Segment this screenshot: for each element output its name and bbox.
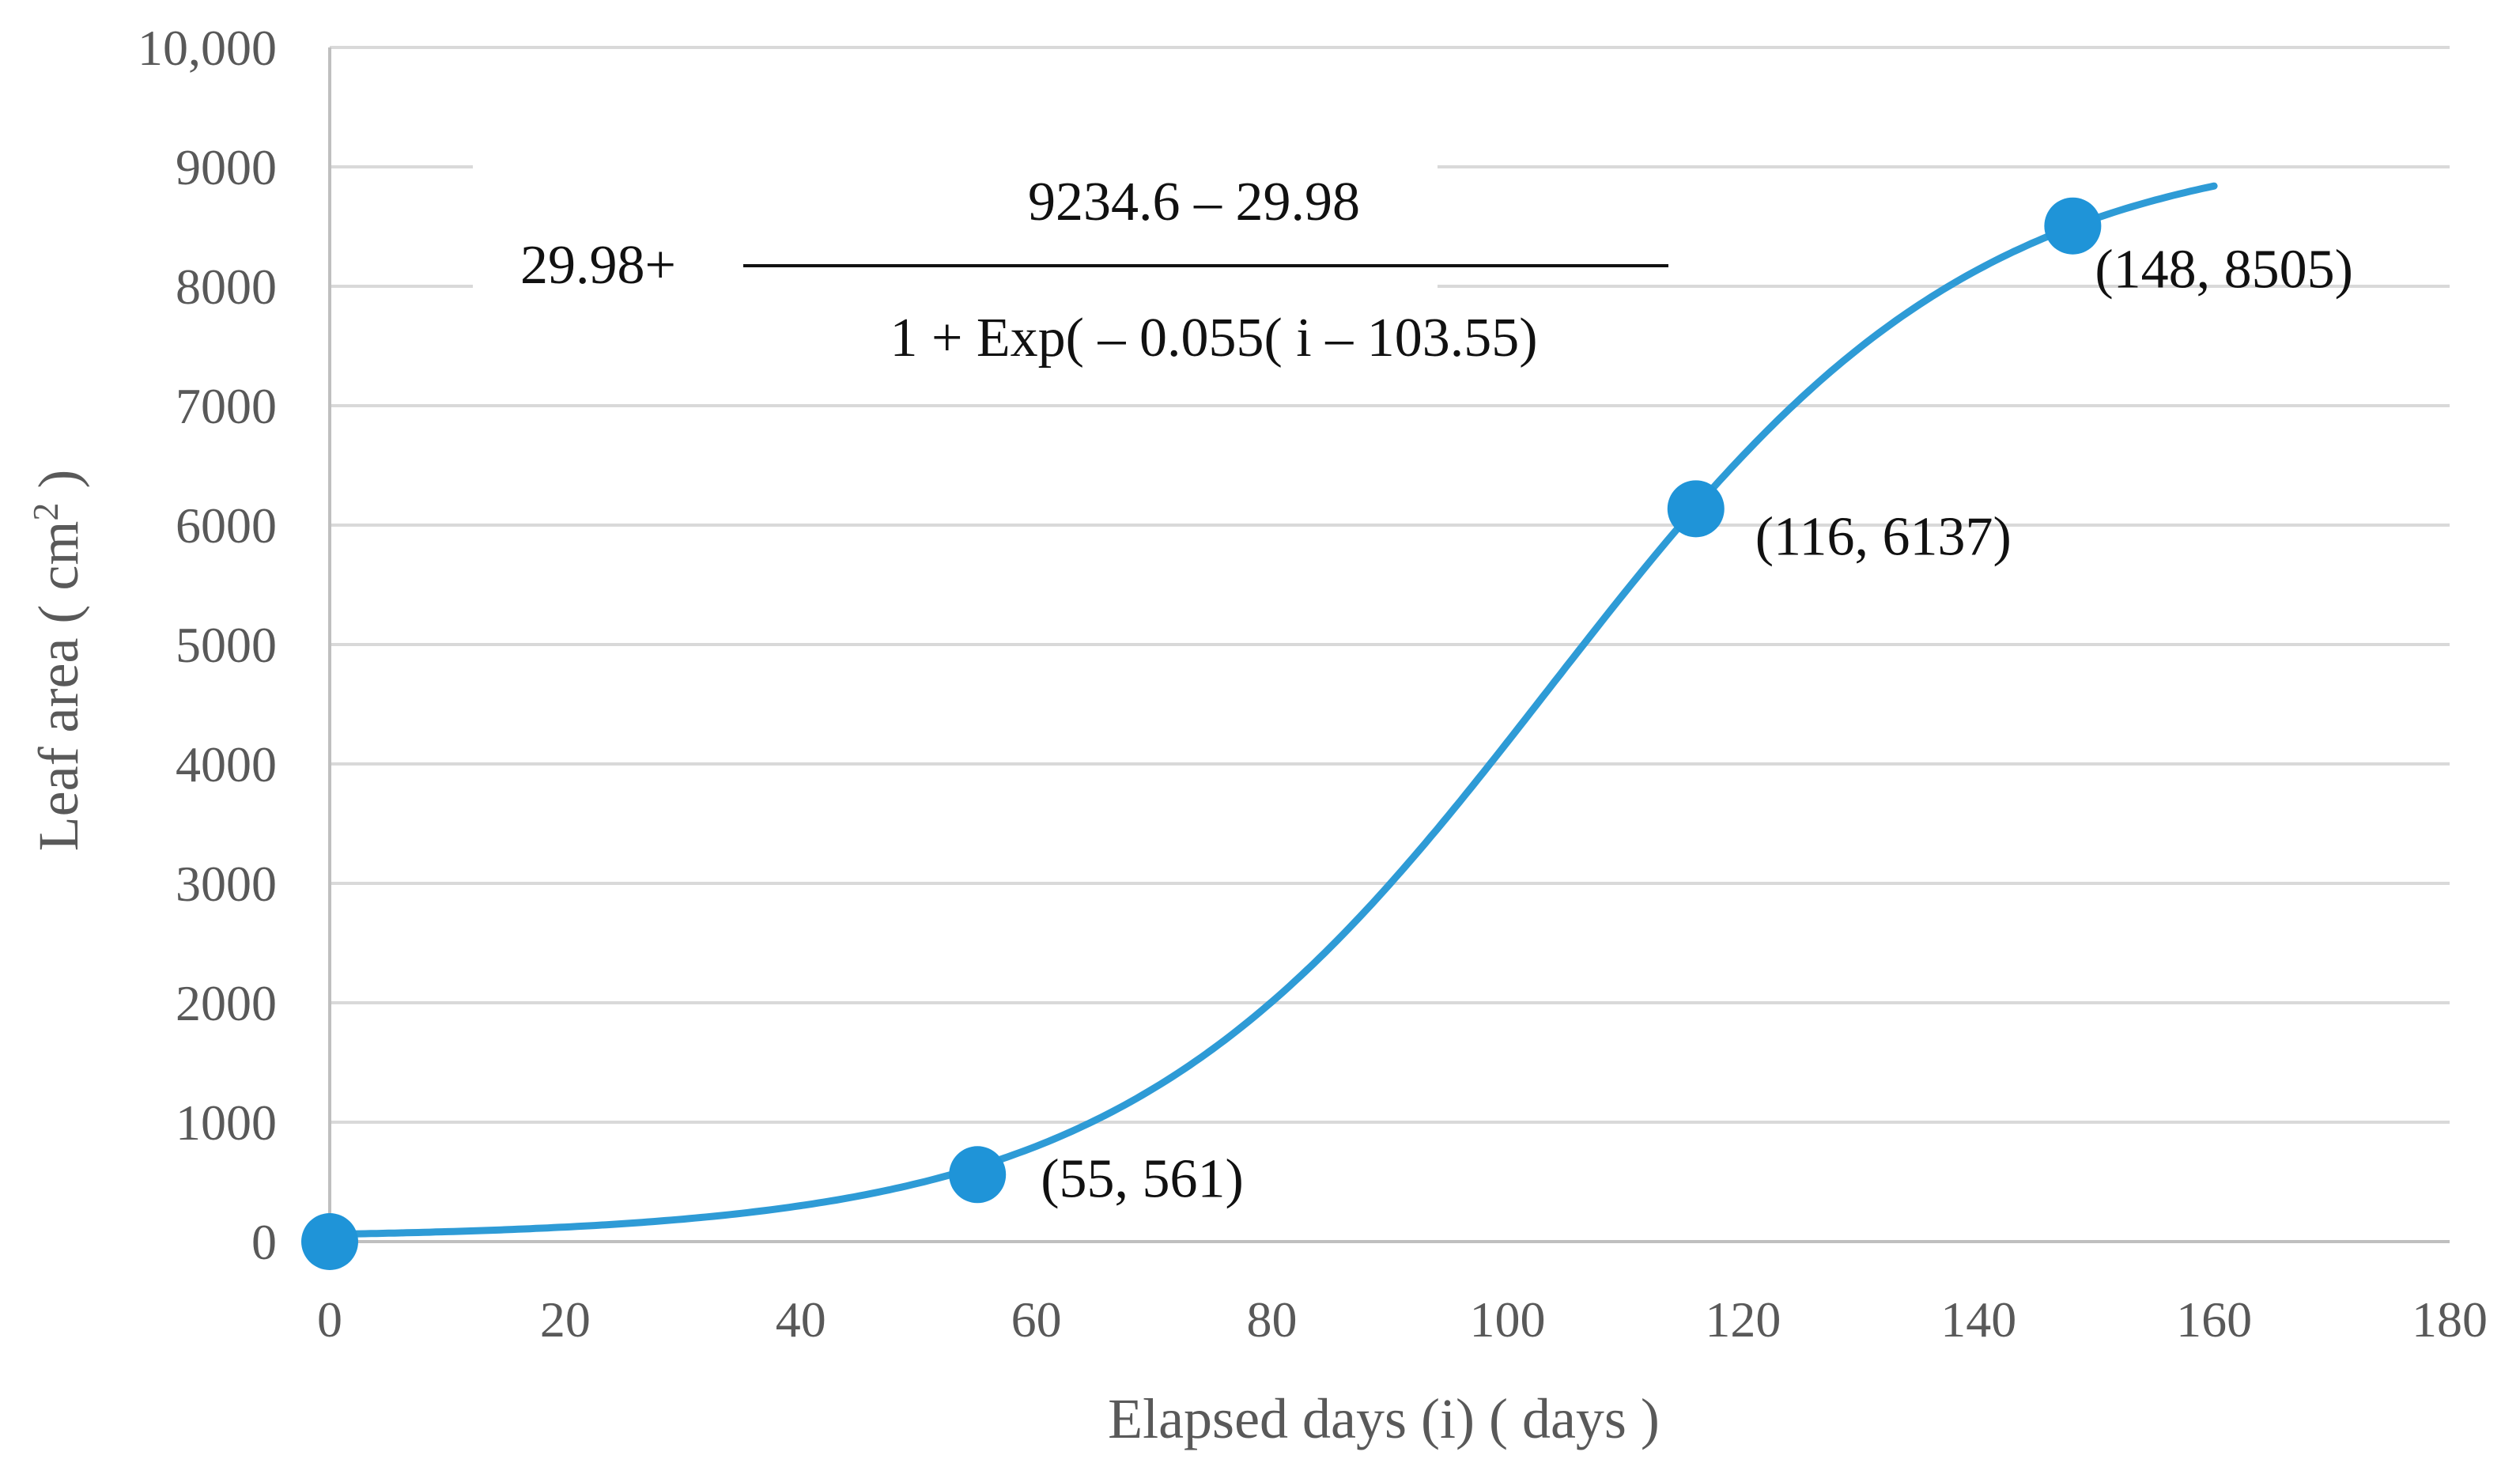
x-tick-label: 180 xyxy=(2412,1291,2488,1348)
y-tick-label: 4000 xyxy=(176,736,277,792)
point-label: (148, 8505) xyxy=(2095,240,2353,301)
data-point xyxy=(949,1146,1007,1204)
formula-numerator: 9234.6 – 29.98 xyxy=(1028,172,1360,233)
y-tick-label: 3000 xyxy=(176,856,277,912)
logistic-curve xyxy=(326,182,2218,1238)
formula-denominator: 1 + Exp( – 0.055( i – 103.55) xyxy=(890,308,1537,369)
x-tick-label: 160 xyxy=(2176,1291,2252,1348)
x-tick-label: 100 xyxy=(1469,1291,1545,1348)
x-tick-label: 80 xyxy=(1247,1291,1298,1348)
axes xyxy=(328,47,2450,1243)
point-label: (55, 561) xyxy=(1041,1148,1244,1209)
y-axis-title-close: ) xyxy=(27,470,90,503)
x-tick-labels: 0 20 40 60 80 100 120 140 160 180 xyxy=(317,1291,2488,1348)
y-tick-label: 7000 xyxy=(176,378,277,434)
x-tick-label: 60 xyxy=(1011,1291,1062,1348)
x-tick-label: 120 xyxy=(1705,1291,1781,1348)
y-tick-label: 5000 xyxy=(176,617,277,673)
y-tick-label: 9000 xyxy=(176,139,277,195)
y-tick-label: 2000 xyxy=(176,975,277,1031)
y-tick-label: 8000 xyxy=(176,259,277,315)
y-tick-label: 1000 xyxy=(176,1095,277,1151)
point-labels: (55, 561) (116, 6137) (148, 8505) xyxy=(1041,240,2353,1210)
y-axis-title-main: Leaf area ( cm xyxy=(27,521,90,852)
y-tick-labels: 0 1000 2000 3000 4000 5000 6000 7000 8000 9000 10,… xyxy=(138,20,277,1270)
y-axis-title: Leaf area ( cm2 ) xyxy=(25,470,91,852)
x-tick-label: 140 xyxy=(1940,1291,2016,1348)
y-tick-label: 10,000 xyxy=(138,20,277,76)
point-label: (116, 6137) xyxy=(1755,506,2012,567)
x-axis-title: Elapsed days (i) ( days ) xyxy=(1108,1387,1660,1450)
formula-background-left xyxy=(474,245,775,316)
data-point xyxy=(2044,197,2102,255)
data-point xyxy=(1667,480,1725,538)
y-tick-label: 6000 xyxy=(176,497,277,554)
y-tick-label: 0 xyxy=(251,1214,277,1270)
formula-left-term: 29.98+ xyxy=(520,235,676,296)
x-tick-label: 20 xyxy=(540,1291,591,1348)
data-point xyxy=(301,1213,358,1270)
y-axis-title-superscript: 2 xyxy=(25,503,66,521)
x-tick-label: 0 xyxy=(317,1291,342,1348)
formula-annotation: 29.98+ 9234.6 – 29.98 1 + Exp( – 0.055( … xyxy=(473,134,1668,369)
x-tick-label: 40 xyxy=(776,1291,826,1348)
data-points xyxy=(301,197,2102,1270)
